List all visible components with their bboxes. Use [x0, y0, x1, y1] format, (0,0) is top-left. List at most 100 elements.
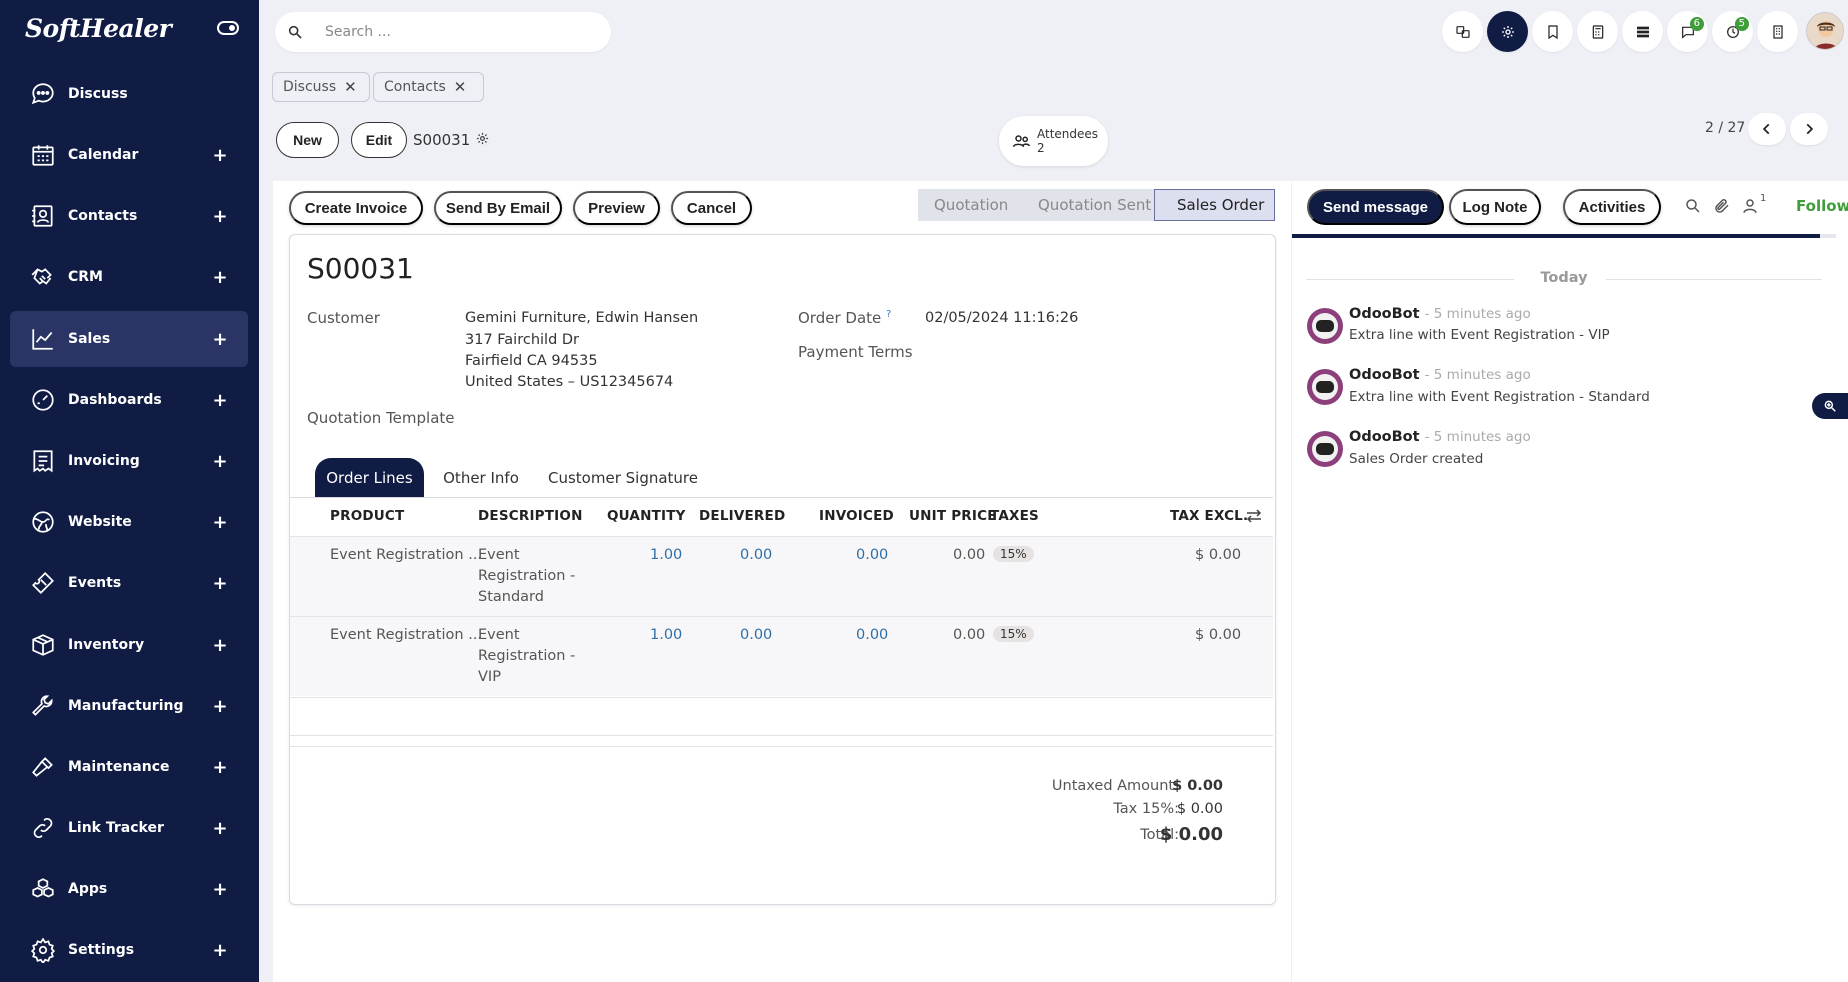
- column-header-tax-excl[interactable]: TAX EXCL.: [1170, 508, 1249, 524]
- expand-plus-icon[interactable]: +: [212, 205, 228, 227]
- user-avatar[interactable]: [1806, 12, 1844, 50]
- search-icon[interactable]: [1684, 197, 1702, 215]
- avatar[interactable]: [1307, 431, 1343, 467]
- stage-sales-order[interactable]: Sales Order: [1154, 189, 1275, 221]
- cell-invoiced[interactable]: 0.00: [856, 547, 889, 563]
- cell-product[interactable]: Event Registration ...: [330, 547, 483, 563]
- edit-button[interactable]: Edit: [351, 122, 407, 158]
- preview-button[interactable]: Preview: [573, 191, 660, 225]
- column-header-taxes[interactable]: TAXES: [990, 508, 1039, 524]
- expand-plus-icon[interactable]: +: [212, 389, 228, 411]
- sidebar-item-sales[interactable]: Sales +: [10, 311, 248, 367]
- sidebar-item-website[interactable]: Website +: [10, 494, 248, 550]
- column-header-unit-price[interactable]: UNIT PRICE: [909, 508, 997, 524]
- cell-product[interactable]: Event Registration ...: [330, 627, 483, 643]
- avatar[interactable]: [1307, 308, 1343, 344]
- attendees-button[interactable]: Attendees 2: [999, 116, 1108, 166]
- cell-unit-price[interactable]: 0.00: [953, 547, 986, 563]
- avatar[interactable]: [1307, 369, 1343, 405]
- cell-invoiced[interactable]: 0.00: [856, 627, 889, 643]
- cell-unit-price[interactable]: 0.00: [953, 627, 986, 643]
- brand-logo[interactable]: SoftHealer: [25, 14, 172, 43]
- close-icon[interactable]: ✕: [453, 78, 467, 96]
- messages-button[interactable]: 6: [1667, 11, 1708, 52]
- expand-plus-icon[interactable]: +: [212, 634, 228, 656]
- sidebar-item-contacts[interactable]: Contacts +: [10, 188, 248, 244]
- company-button[interactable]: [1757, 11, 1798, 52]
- table-row[interactable]: [290, 617, 1273, 696]
- sidebar-item-maintenance[interactable]: Maintenance +: [10, 739, 248, 795]
- paperclip-icon[interactable]: [1713, 197, 1731, 215]
- tab-order-lines[interactable]: Order Lines: [315, 458, 424, 498]
- sidebar-item-crm[interactable]: CRM +: [10, 249, 248, 305]
- cell-description[interactable]: Event Registration - VIP: [478, 627, 576, 685]
- table-row[interactable]: [290, 537, 1273, 616]
- expand-plus-icon[interactable]: +: [212, 450, 228, 472]
- gear-icon[interactable]: [475, 131, 490, 146]
- cancel-button[interactable]: Cancel: [671, 191, 752, 225]
- expand-plus-icon[interactable]: +: [212, 266, 228, 288]
- send-message-button[interactable]: Send message: [1307, 189, 1444, 225]
- message-author[interactable]: OdooBot - 5 minutes ago: [1349, 429, 1531, 445]
- tab-customer-signature[interactable]: Customer Signature: [548, 469, 698, 487]
- activities-button[interactable]: 5: [1712, 11, 1753, 52]
- expand-plus-icon[interactable]: +: [212, 328, 228, 350]
- log-note-button[interactable]: Log Note: [1449, 189, 1541, 225]
- sidebar-item-manufacturing[interactable]: Manufacturing +: [10, 678, 248, 734]
- cell-quantity[interactable]: 1.00: [650, 627, 683, 643]
- pager-previous-button[interactable]: [1748, 113, 1786, 145]
- search-input[interactable]: [325, 24, 585, 40]
- column-header-quantity[interactable]: QUANTITY: [607, 508, 686, 524]
- sidebar-toggle-icon[interactable]: [217, 21, 239, 35]
- close-icon[interactable]: ✕: [344, 78, 357, 96]
- calculator-button[interactable]: [1577, 11, 1618, 52]
- expand-plus-icon[interactable]: +: [212, 939, 228, 961]
- cell-quantity[interactable]: 1.00: [650, 547, 683, 563]
- cell-description[interactable]: Event Registration - Standard: [478, 547, 576, 605]
- pager-value[interactable]: 2 / 27: [1705, 120, 1746, 136]
- new-button[interactable]: New: [276, 122, 339, 158]
- translate-button[interactable]: [1442, 11, 1483, 52]
- stage-quotation-sent[interactable]: Quotation Sent: [1020, 189, 1154, 221]
- column-header-invoiced[interactable]: INVOICED: [819, 508, 894, 524]
- stage-quotation[interactable]: Quotation: [918, 189, 1020, 221]
- expand-plus-icon[interactable]: +: [212, 695, 228, 717]
- tab-other-info[interactable]: Other Info: [443, 469, 519, 487]
- sidebar-item-inventory[interactable]: Inventory +: [10, 617, 248, 673]
- sidebar-item-dashboards[interactable]: Dashboards +: [10, 372, 248, 428]
- help-icon[interactable]: ?: [886, 309, 892, 320]
- sidebar-item-apps[interactable]: Apps +: [10, 861, 248, 917]
- breadcrumb-tab-discuss[interactable]: Discuss ✕: [272, 72, 370, 102]
- message-author[interactable]: OdooBot - 5 minutes ago: [1349, 306, 1531, 322]
- activities-button[interactable]: Activities: [1563, 189, 1661, 225]
- column-header-delivered[interactable]: DELIVERED: [699, 508, 786, 524]
- expand-plus-icon[interactable]: +: [212, 756, 228, 778]
- send-by-email-button[interactable]: Send By Email: [434, 191, 562, 225]
- column-header-description[interactable]: DESCRIPTION: [478, 508, 583, 524]
- column-header-product[interactable]: PRODUCT: [330, 508, 405, 524]
- followers-icon[interactable]: [1741, 197, 1759, 215]
- breadcrumb-tab-contacts[interactable]: Contacts ✕: [373, 72, 484, 102]
- sidebar-item-link-tracker[interactable]: Link Tracker +: [10, 800, 248, 856]
- expand-plus-icon[interactable]: +: [212, 878, 228, 900]
- create-invoice-button[interactable]: Create Invoice: [289, 191, 423, 225]
- sidebar-item-events[interactable]: Events +: [10, 555, 248, 611]
- message-author[interactable]: OdooBot - 5 minutes ago: [1349, 367, 1531, 383]
- customer-name-link[interactable]: Gemini Furniture, Edwin Hansen: [465, 310, 699, 326]
- list-toggle-button[interactable]: [1622, 11, 1663, 52]
- expand-plus-icon[interactable]: +: [212, 572, 228, 594]
- expand-plus-icon[interactable]: +: [212, 817, 228, 839]
- column-settings-icon[interactable]: [1246, 509, 1262, 523]
- sidebar-item-settings[interactable]: Settings +: [10, 922, 248, 978]
- zoom-button[interactable]: [1812, 393, 1848, 419]
- expand-plus-icon[interactable]: +: [212, 511, 228, 533]
- sidebar-item-invoicing[interactable]: Invoicing +: [10, 433, 248, 489]
- follow-button[interactable]: Follow: [1796, 197, 1848, 215]
- expand-plus-icon[interactable]: +: [212, 144, 228, 166]
- sidebar-item-discuss[interactable]: Discuss: [10, 66, 248, 122]
- cell-delivered[interactable]: 0.00: [740, 547, 773, 563]
- bookmark-button[interactable]: [1532, 11, 1573, 52]
- pager-next-button[interactable]: [1790, 113, 1828, 145]
- sidebar-item-calendar[interactable]: Calendar +: [10, 127, 248, 183]
- cell-delivered[interactable]: 0.00: [740, 627, 773, 643]
